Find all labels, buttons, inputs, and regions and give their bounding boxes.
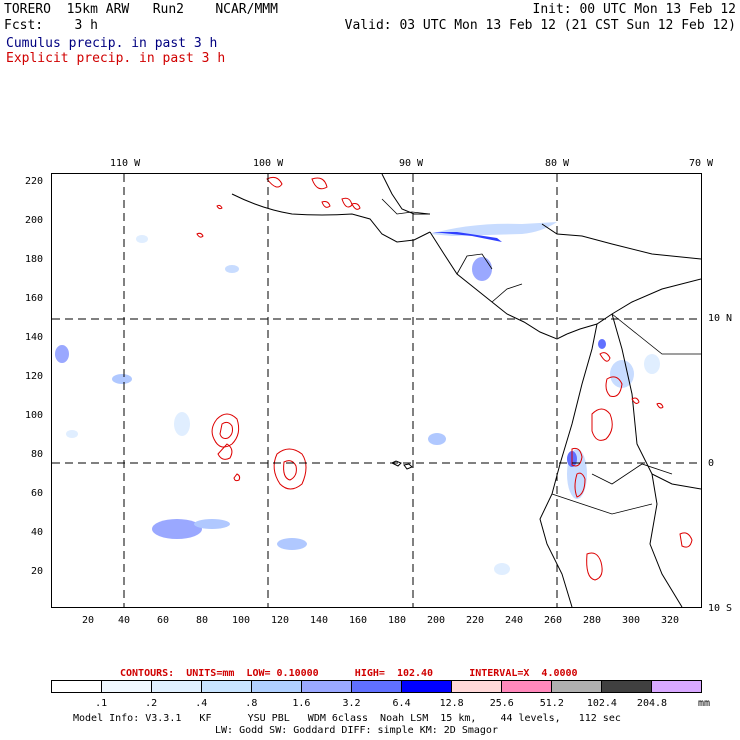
grid-y-label: 120 [25,371,44,382]
colorbar-label: 102.4 [586,698,617,709]
contour-info: CONTOURS: UNITS=mm LOW= 0.10000 HIGH= 10… [120,668,578,679]
lat-label: 10 N [708,313,733,324]
grid-x-label: 300 [622,615,641,626]
colorbar-swatch [152,681,202,692]
model-info: Model Info: V3.3.1 KF YSU PBL WDM 6class… [73,713,621,724]
grid-y-label: 180 [25,254,44,265]
boundaries [381,198,701,515]
colorbar-label: 6.4 [392,698,411,709]
grid-x-label: 320 [661,615,680,626]
grid-x-label: 20 [82,615,95,626]
forecast-hour: Fcst: 3 h [4,18,98,33]
grid-x-label: 80 [196,615,209,626]
grid-x-label: 140 [310,615,329,626]
colorbar-label: 51.2 [539,698,564,709]
colorbar-label: 204.8 [636,698,668,709]
colorbar-swatch [102,681,152,692]
grid-y-label: 160 [25,293,44,304]
colorbar-swatch [602,681,652,692]
grid-x-label: 280 [583,615,602,626]
cumulus-precip-areas [55,222,660,575]
lon-label: 70 W [689,158,714,169]
precip-map [51,173,702,608]
grid-x-label: 40 [118,615,131,626]
lon-label: 110 W [110,158,141,169]
grid-x-label: 200 [427,615,446,626]
legend-cumulus: Cumulus precip. in past 3 h [6,36,218,51]
grid-y-label: 220 [25,176,44,187]
colorbar-swatch [552,681,602,692]
colorbar-label: .1 [95,698,108,709]
grid-x-label: 160 [349,615,368,626]
colorbar-label: .4 [195,698,208,709]
grid-y-label: 40 [31,527,44,538]
colorbar-swatch [302,681,352,692]
colorbar [51,680,702,693]
colorbar-label: 25.6 [489,698,514,709]
colorbar-swatch [452,681,502,692]
grid-x-label: 60 [157,615,170,626]
grid-x-label: 220 [466,615,485,626]
grid-y-label: 200 [25,215,44,226]
colorbar-label: .2 [145,698,158,709]
colorbar-swatch [352,681,402,692]
grid-y-label: 100 [25,410,44,421]
lon-label: 90 W [399,158,424,169]
colorbar-unit: mm [698,698,711,709]
grid-y-label: 140 [25,332,44,343]
colorbar-label: 1.6 [292,698,311,709]
colorbar-swatch [202,681,252,692]
colorbar-swatch [502,681,552,692]
grid-x-label: 120 [271,615,290,626]
colorbar-label: 3.2 [342,698,361,709]
map-canvas [52,174,701,607]
grid-x-label: 260 [544,615,563,626]
valid-time: Valid: 03 UTC Mon 13 Feb 12 (21 CST Sun … [344,18,736,33]
init-time: Init: 00 UTC Mon 13 Feb 12 [532,2,737,17]
model-physics: LW: Godd SW: Goddard DIFF: simple KM: 2D… [215,725,498,736]
grid-x-label: 100 [232,615,251,626]
grid-x-label: 240 [505,615,524,626]
colorbar-swatch [402,681,452,692]
grid-x-label: 180 [388,615,407,626]
lat-label: 10 S [708,603,733,614]
grid-y-label: 20 [31,566,44,577]
colorbar-label: 12.8 [439,698,464,709]
colorbar-swatch [652,681,701,692]
colorbar-swatch [52,681,102,692]
lon-label: 80 W [545,158,570,169]
lat-label: 0 [708,458,715,469]
latlon-grid [52,174,701,607]
lon-label: 100 W [253,158,284,169]
colorbar-label: .8 [245,698,258,709]
header-title: TORERO 15km ARW Run2 NCAR/MMM [4,2,278,17]
legend-explicit: Explicit precip. in past 3 h [6,51,226,66]
explicit-precip-contours [196,176,693,581]
grid-y-label: 60 [31,488,44,499]
colorbar-swatch [252,681,302,692]
grid-y-label: 80 [31,449,44,460]
